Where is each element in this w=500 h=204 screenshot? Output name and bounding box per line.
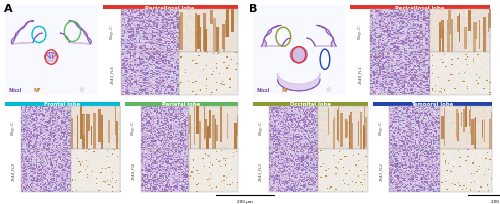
Text: Occipital lobe: Occipital lobe: [290, 102, 331, 106]
Text: NF: NF: [282, 87, 289, 92]
Text: Neg. C.: Neg. C.: [131, 120, 135, 135]
Polygon shape: [60, 22, 92, 44]
Polygon shape: [44, 53, 58, 62]
Text: NF: NF: [34, 87, 42, 92]
Text: ⊕: ⊕: [326, 86, 332, 92]
Text: 200 μm: 200 μm: [491, 200, 500, 203]
Polygon shape: [306, 26, 336, 47]
Text: Pericallosal lobe: Pericallosal lobe: [395, 6, 445, 11]
Polygon shape: [262, 26, 291, 47]
Text: 1543_FL2: 1543_FL2: [379, 161, 383, 180]
Text: A: A: [4, 4, 12, 14]
Text: 1544_FL8: 1544_FL8: [11, 161, 15, 180]
Text: Nissl: Nissl: [9, 87, 22, 92]
Text: 1544_Fl4: 1544_Fl4: [131, 161, 135, 179]
Text: Neg. C.: Neg. C.: [11, 120, 15, 135]
Text: Pericallosal lobe: Pericallosal lobe: [145, 6, 195, 11]
Text: Neg. C.: Neg. C.: [379, 120, 383, 135]
Text: ⊕: ⊕: [78, 86, 84, 92]
Text: Nissl: Nissl: [256, 87, 270, 92]
Text: 1543_FL6: 1543_FL6: [110, 65, 114, 84]
Text: 1544_FL1: 1544_FL1: [358, 65, 362, 84]
Text: B: B: [249, 4, 258, 14]
Polygon shape: [11, 22, 42, 44]
Text: 1543_FL3: 1543_FL3: [258, 161, 262, 180]
Polygon shape: [290, 47, 307, 64]
Text: Neg. C.: Neg. C.: [110, 24, 114, 39]
Polygon shape: [278, 73, 320, 91]
Text: 200 μm: 200 μm: [237, 200, 252, 203]
Text: Parietal lobe: Parietal lobe: [162, 102, 200, 106]
Text: Temporal lobe: Temporal lobe: [411, 102, 453, 106]
Text: Frontal lobe: Frontal lobe: [44, 102, 80, 106]
Text: Neg. C.: Neg. C.: [258, 120, 262, 135]
Text: Neg. C.: Neg. C.: [358, 24, 362, 39]
